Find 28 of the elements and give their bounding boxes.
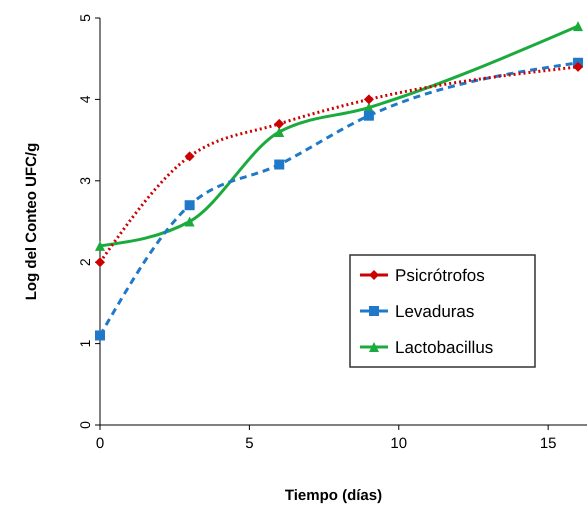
legend-label: Levaduras bbox=[395, 302, 474, 321]
y-tick-label: 1 bbox=[77, 340, 93, 348]
y-tick-label: 4 bbox=[77, 95, 93, 104]
point bbox=[184, 200, 195, 210]
x-tick-label: 0 bbox=[96, 435, 104, 452]
point bbox=[184, 216, 195, 226]
x-tick-label: 5 bbox=[245, 435, 254, 452]
point bbox=[274, 160, 284, 170]
x-tick-label: 15 bbox=[540, 435, 557, 452]
legend-label: Lactobacillus bbox=[395, 338, 494, 357]
point bbox=[573, 21, 584, 32]
point bbox=[364, 94, 374, 104]
point bbox=[95, 240, 105, 251]
y-tick-label: 5 bbox=[77, 14, 93, 22]
point bbox=[274, 118, 284, 129]
x-axis-title: Tiempo (días) bbox=[284, 487, 382, 504]
y-tick-label: 3 bbox=[77, 176, 93, 185]
y-tick-label: 0 bbox=[77, 420, 93, 429]
legend-label: Psicrótrofos bbox=[395, 266, 485, 285]
point bbox=[95, 330, 105, 340]
y-axis-title: Log del Conteo UFC/g bbox=[23, 142, 40, 300]
point bbox=[184, 151, 195, 162]
y-tick-label: 2 bbox=[77, 258, 93, 266]
point bbox=[95, 257, 105, 268]
point bbox=[364, 110, 374, 121]
point bbox=[274, 126, 284, 137]
point bbox=[573, 62, 584, 72]
x-tick-label: 10 bbox=[390, 435, 408, 452]
